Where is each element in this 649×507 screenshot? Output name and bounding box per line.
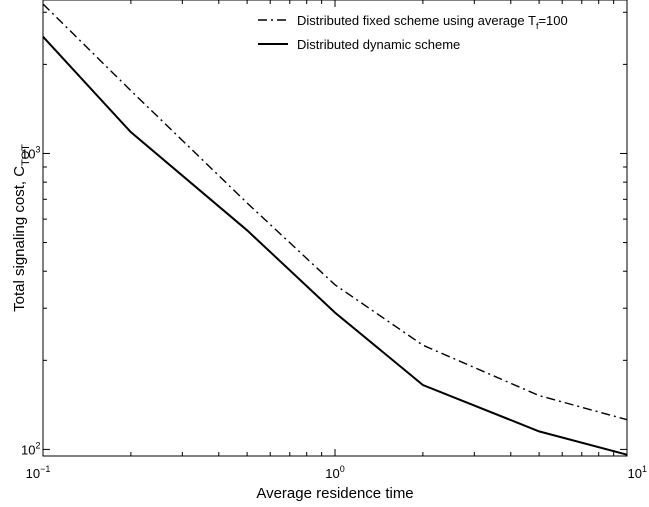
plot-area [42, 0, 628, 457]
series-line [42, 36, 628, 456]
legend-entry: Distributed fixed scheme using average T… [297, 13, 568, 31]
y-tick-label: 102 [21, 440, 40, 457]
y-tick-label-base: 10 [21, 146, 35, 161]
legend-entry-suffix: =100 [538, 13, 567, 28]
y-tick-label-base: 10 [21, 442, 35, 457]
x-tick-label: 100 [325, 464, 344, 481]
x-tick-label: 101 [628, 464, 647, 481]
y-axis-label-subscript: TOT [20, 144, 32, 166]
legend: Distributed fixed scheme using average T… [258, 13, 568, 52]
x-tick-label-exponent: 1 [642, 464, 647, 474]
y-axis-label-main: Total signaling cost, C [11, 166, 28, 312]
y-axis-label: Total signaling cost, CTOT [11, 144, 32, 312]
x-tick-label-base: 10 [628, 466, 642, 481]
x-tick-label-exponent: 0 [340, 464, 345, 474]
x-axis-label: Average residence time [256, 485, 413, 502]
legend-entry-subscript: f [536, 21, 539, 31]
legend-entry-text: Distributed dynamic scheme [297, 37, 460, 52]
x-tick-label: 10−1 [26, 464, 51, 481]
series-lines [42, 3, 628, 456]
y-tick-label-exponent: 2 [35, 440, 40, 450]
x-tick-label-exponent: −1 [40, 464, 50, 474]
x-tick-labels: 10−1 100 101 [26, 464, 647, 481]
y-tick-label-exponent: 3 [35, 144, 40, 154]
y-tick-label: 103 [21, 144, 40, 161]
tick-marks [42, 0, 628, 456]
x-tick-label-base: 10 [26, 466, 40, 481]
legend-entry-text: Distributed fixed scheme using average T [297, 13, 536, 28]
legend-entry: Distributed dynamic scheme [297, 37, 460, 52]
series-line [42, 3, 628, 421]
x-tick-label-base: 10 [325, 466, 339, 481]
